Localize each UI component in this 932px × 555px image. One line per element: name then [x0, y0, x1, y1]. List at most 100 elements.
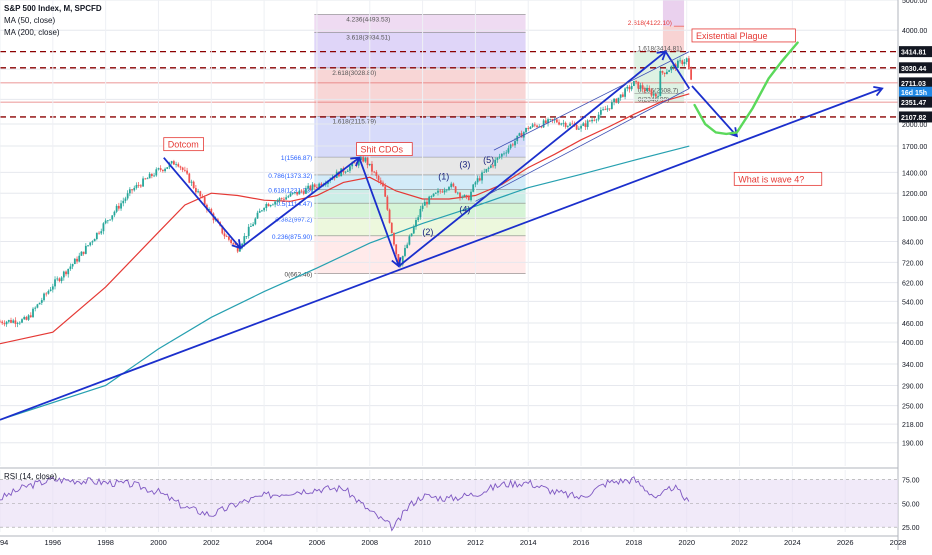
- candle-body: [511, 144, 514, 146]
- candle-body: [437, 190, 439, 193]
- candle-body: [428, 196, 431, 205]
- candle-body: [243, 236, 246, 244]
- candle-body: [395, 244, 398, 255]
- candle-body: [98, 232, 100, 234]
- candle-body: [487, 167, 490, 169]
- fib-ext-zone: [314, 67, 526, 117]
- candle-body: [60, 277, 63, 282]
- candle-body: [349, 166, 351, 171]
- y-tick-label: 1200.00: [902, 191, 927, 198]
- candle-body: [538, 126, 541, 128]
- candle-body: [84, 245, 87, 254]
- fib3-zone: [662, 0, 685, 27]
- price-tag-bg: [899, 46, 932, 58]
- candle-body: [109, 219, 111, 221]
- candle-body: [344, 171, 347, 173]
- candle-body: [157, 168, 160, 170]
- candle-body: [421, 205, 424, 209]
- channel-upper: [493, 51, 690, 151]
- candle-body: [498, 156, 501, 158]
- candle-body: [564, 122, 567, 127]
- candle-body: [630, 85, 633, 90]
- candle-body: [558, 122, 560, 125]
- candle-body: [25, 316, 28, 320]
- y-tick-label: 840.00: [902, 239, 924, 246]
- candle-body: [586, 120, 589, 127]
- candle-body: [654, 94, 657, 97]
- y-tick-label: 1400.00: [902, 170, 927, 177]
- candle-body: [144, 178, 147, 180]
- wave-label: (3): [459, 160, 470, 170]
- candle-body: [467, 196, 470, 201]
- candle-body: [412, 226, 415, 234]
- price-tag: 3030.44: [901, 66, 926, 73]
- arrowhead: [350, 156, 361, 167]
- candle-body: [232, 242, 235, 244]
- candle-body: [36, 304, 39, 308]
- price-tag: 3414.81: [901, 50, 926, 57]
- candle-body: [150, 173, 153, 177]
- candle-body: [454, 186, 457, 193]
- candle-body: [364, 157, 367, 162]
- candle-body: [357, 160, 360, 166]
- candle-body: [379, 180, 382, 183]
- candle-body: [1, 321, 4, 324]
- candle-body: [404, 248, 406, 256]
- candle-body: [393, 233, 395, 245]
- candle-body: [439, 190, 442, 192]
- candle-body: [518, 133, 521, 136]
- candle-body: [547, 119, 549, 124]
- fib3-zone: [662, 26, 685, 52]
- candle-body: [49, 289, 52, 292]
- candle-body: [305, 188, 307, 194]
- x-tick-label: 2010: [414, 538, 431, 547]
- candle-body: [276, 200, 279, 202]
- candle-body: [38, 302, 41, 305]
- x-tick-label: 2014: [520, 538, 537, 547]
- candle-body: [179, 166, 182, 168]
- price-tag-bg: [899, 77, 932, 89]
- candle-body: [89, 242, 92, 246]
- candle-body: [531, 124, 534, 127]
- candle-body: [93, 239, 96, 242]
- candle-body: [289, 193, 292, 197]
- candle-body: [481, 172, 483, 181]
- candle-body: [139, 185, 142, 187]
- y-tick-label: 460.00: [902, 321, 924, 328]
- fib-ext-label: 3.618(3934.51): [346, 34, 390, 41]
- candle-body: [208, 209, 210, 210]
- candle-body: [371, 163, 373, 172]
- candle-body: [677, 60, 679, 68]
- y-tick-label: 2000.00: [902, 122, 927, 129]
- candle-body: [188, 173, 191, 183]
- candle-body: [324, 183, 327, 185]
- candle-body: [47, 291, 50, 294]
- x-tick-label: 2002: [203, 538, 220, 547]
- candle-body: [657, 96, 659, 97]
- candle-body: [496, 157, 499, 160]
- candle-body: [54, 279, 56, 287]
- candle-body: [146, 178, 149, 180]
- x-tick-label: 2004: [256, 538, 273, 547]
- fib-ext-zone: [314, 32, 526, 68]
- candle-body: [641, 85, 644, 90]
- price-tag-bg: [899, 86, 932, 98]
- candle-body: [505, 152, 508, 154]
- candle-body: [608, 108, 611, 110]
- candle-body: [434, 192, 437, 194]
- candle-body: [615, 98, 618, 103]
- candle-body: [441, 191, 444, 193]
- candle-body: [137, 184, 140, 186]
- x-tick-label: 1996: [44, 538, 61, 547]
- x-tick-label: 2026: [837, 538, 854, 547]
- candle-body: [619, 94, 622, 98]
- candle-body: [333, 177, 336, 179]
- candle-body: [595, 119, 598, 121]
- candle-body: [256, 212, 259, 219]
- price-tag-bg: [899, 111, 932, 123]
- y-tick-label: 1700.00: [902, 144, 927, 151]
- candle-body: [267, 203, 270, 207]
- candle-body: [360, 157, 362, 161]
- candle-body: [646, 87, 648, 92]
